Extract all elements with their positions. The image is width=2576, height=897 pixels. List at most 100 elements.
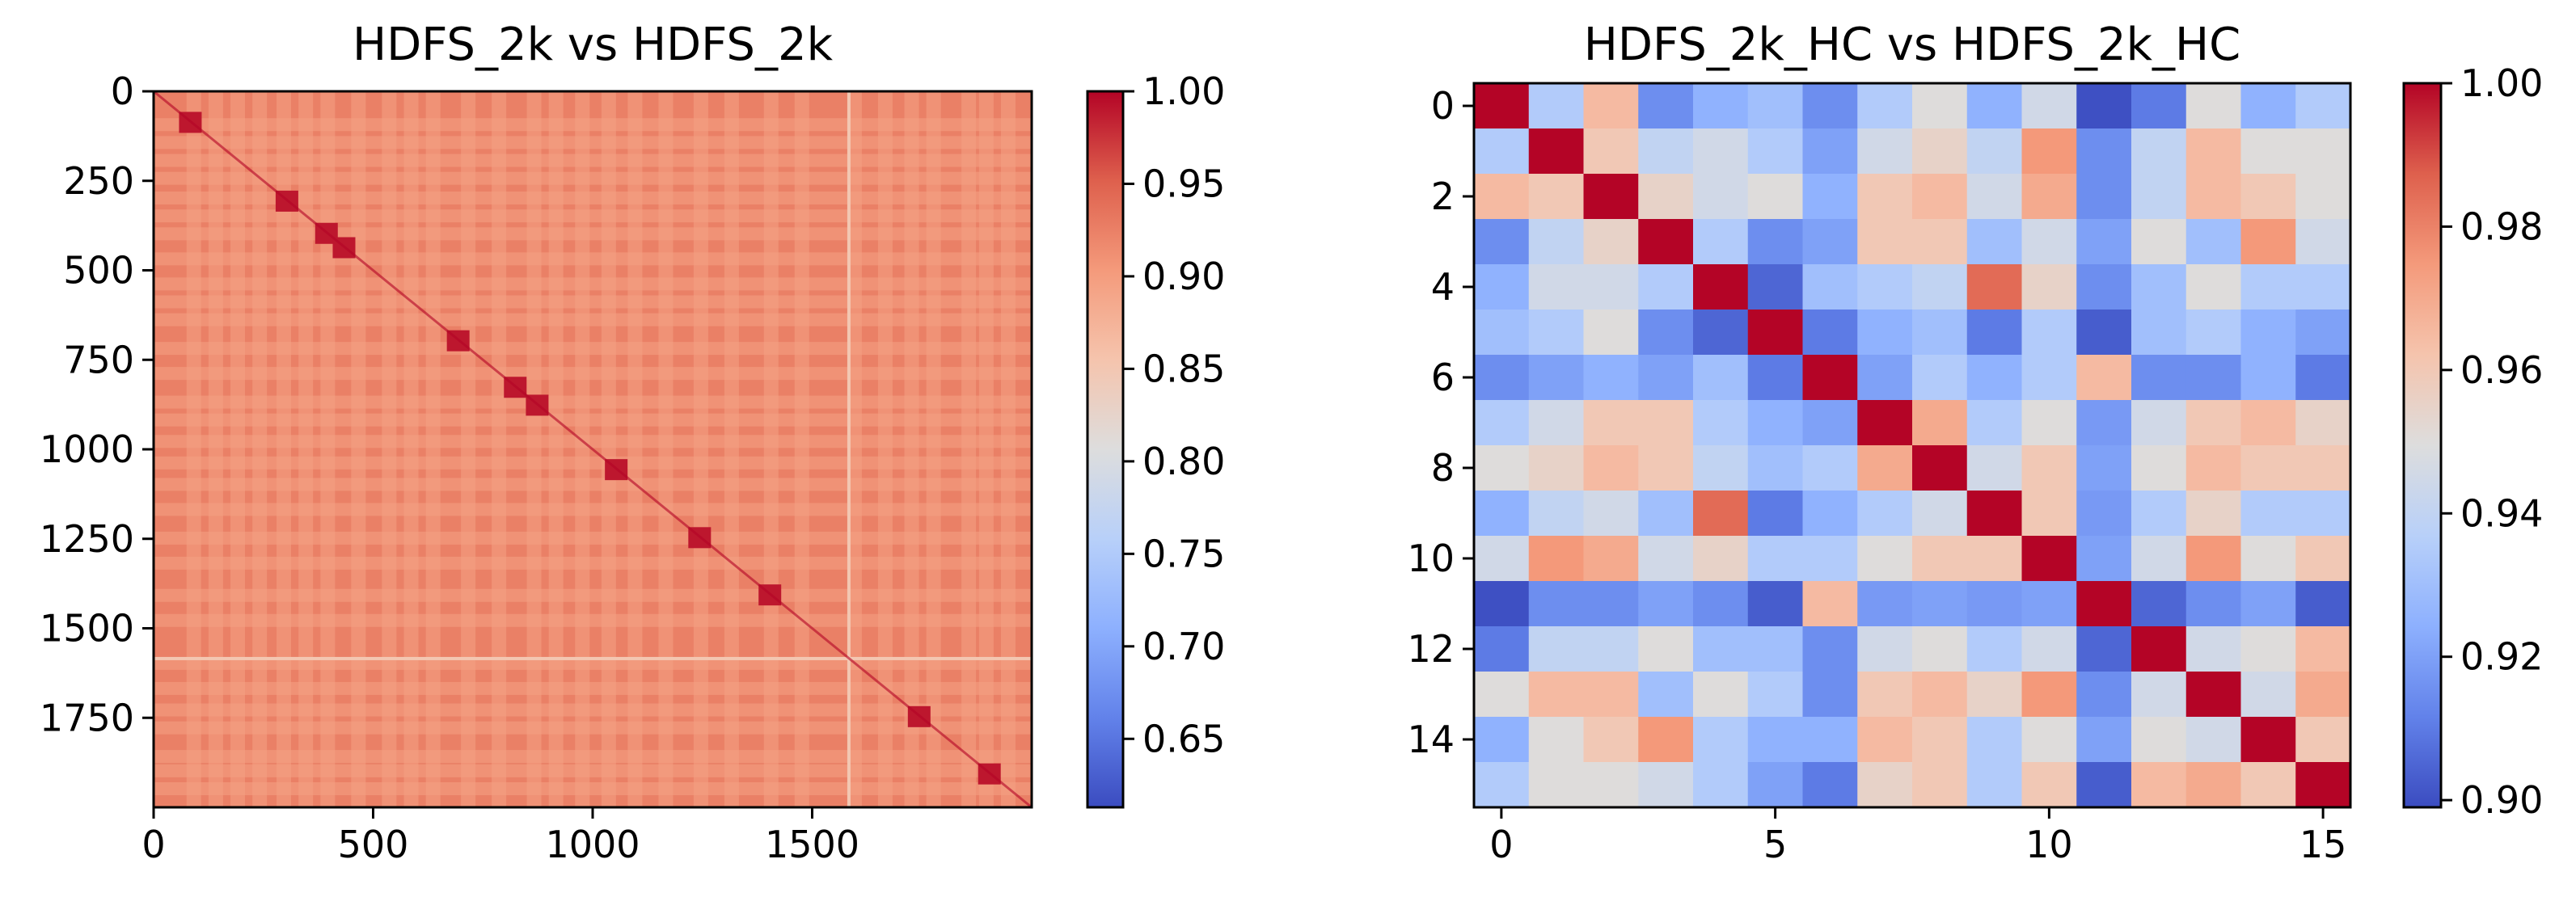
heatmap-left-col-band [403,91,419,807]
heatmap-right-cell [1966,491,2023,537]
heatmap-right-x-tick-label: 15 [2299,823,2347,866]
heatmap-left-y-tick-label: 750 [63,338,134,381]
heatmap-right-cell [1583,219,1639,265]
heatmap-right-cell [1528,174,1585,220]
heatmap-right-cell [2021,264,2077,310]
heatmap-right-cell [1638,310,1694,356]
heatmap-right-cell [2295,626,2350,672]
heatmap-left-cells [154,91,1032,807]
heatmap-right-cell [1912,445,1968,491]
heatmap-right-cell [1528,264,1585,310]
heatmap-right-cell [1693,400,1749,446]
heatmap-right-cell [2185,83,2242,129]
heatmap-right-cell [1857,174,1913,220]
heatmap-right-cell [2076,264,2132,310]
colorbar-tick-label: 0.90 [2460,778,2543,822]
heatmap-right-cell [1474,491,1530,537]
heatmap-right-cell [1474,355,1530,401]
heatmap-right-cell [1693,355,1749,401]
heatmap-left-row-band [154,456,1032,470]
heatmap-right-cell [2295,581,2350,627]
heatmap-right-cell [1638,174,1694,220]
heatmap-right-cell [1528,219,1585,265]
heatmap-right-y-tick-label: 4 [1431,265,1455,309]
heatmap-left-row-band [154,192,1032,205]
heatmap-right-panel: HDFS_2k_HC vs HDFS_2k_HC 0 5 10 15 0 2 4 6 8 10 1… [1407,19,2352,866]
heatmap-right-cell [2076,83,2132,129]
heatmap-right-cell [1857,445,1913,491]
heatmap-right-cell [1693,717,1749,763]
heatmap-right-cell [2131,264,2187,310]
heatmap-right-cell [2021,672,2077,718]
heatmap-left-row-band [154,531,1032,545]
heatmap-right-cell [1638,264,1694,310]
heatmap-left-col-band [978,91,994,807]
colorbar-tick-label: 0.95 [1142,162,1225,205]
heatmap-right-cell [1857,762,1913,807]
heatmap-right-cell [1528,128,1585,175]
heatmap-right-cell [2076,536,2132,582]
heatmap-right-cell [1912,174,1968,220]
heatmap-left-col-band [351,91,366,807]
heatmap-right-cell [2185,581,2242,627]
heatmap-right-cell [1802,219,1858,265]
heatmap-right-cell [2131,581,2187,627]
heatmap-left-x-tick-label: 0 [141,823,165,866]
heatmap-right-cell [2185,536,2242,582]
heatmap-left-col-band [186,91,201,807]
heatmap-right-cell [2021,400,2077,446]
heatmap-right-cell [1528,355,1585,401]
heatmap-right-cell [1912,400,1968,446]
heatmap-right-cell [2240,355,2296,401]
heatmap-right-cell [1747,491,1804,537]
heatmap-right-cell [1857,536,1913,582]
heatmap-left-row-band [154,588,1032,602]
heatmap-left-col-band [794,91,809,807]
heatmap-right-cell [1638,717,1694,763]
heatmap-left-row-band [154,681,1032,695]
heatmap-right-cell [2240,762,2296,807]
heatmap-right-cell [1747,264,1804,310]
heatmap-right-cell [2021,491,2077,537]
heatmap-right-cell [2240,717,2296,763]
heatmap-right-cell [1638,762,1694,807]
heatmap-right-x-tick-label: 10 [2025,823,2073,866]
heatmap-right-cell [2076,219,2132,265]
heatmap-right-cell [2076,355,2132,401]
heatmap-right-cell [1912,310,1968,356]
heatmap-right-cell [1583,762,1639,807]
heatmap-right-cell [2076,672,2132,718]
heatmap-right-cell [2295,762,2350,807]
heatmap-right-cell [1857,491,1913,537]
heatmap-right-cell [1693,626,1749,672]
heatmap-right-cell [1857,581,1913,627]
colorbar-tick-label: 0.65 [1142,717,1225,760]
heatmap-right-cell [1693,445,1749,491]
heatmap-right-cell [2295,672,2350,718]
heatmap-right-cell [1747,581,1804,627]
heatmap-right-cell [2185,310,2242,356]
heatmap-right-cell [1857,355,1913,401]
heatmap-right-cell [1474,219,1530,265]
heatmap-left-row-band [154,703,1032,717]
heatmap-right-cell [2240,83,2296,129]
heatmap-right-cell [1857,310,1913,356]
heatmap-right-cell [1912,762,1968,807]
heatmap-right-cell [1583,128,1639,175]
heatmap-left-row-band [154,171,1032,185]
heatmap-right-cell [1912,491,1968,537]
heatmap-right-cell [2131,128,2187,175]
heatmap-right-cell [1693,491,1749,537]
colorbar-tick-label: 0.85 [1142,347,1225,390]
heatmap-right-cell [2295,355,2350,401]
heatmap-right-cell [1802,626,1858,672]
heatmap-left-pale-row [154,656,1032,660]
heatmap-right-cell [1966,310,2023,356]
heatmap-right-cell [1583,536,1639,582]
heatmap-right-cell [2185,445,2242,491]
heatmap-left-pale-col [847,91,851,807]
heatmap-left-y-tick-label: 0 [111,69,134,113]
heatmap-left-x-tick-label: 500 [338,823,409,866]
heatmap-left-col-band [658,91,674,807]
heatmap-left-col-band [627,91,643,807]
